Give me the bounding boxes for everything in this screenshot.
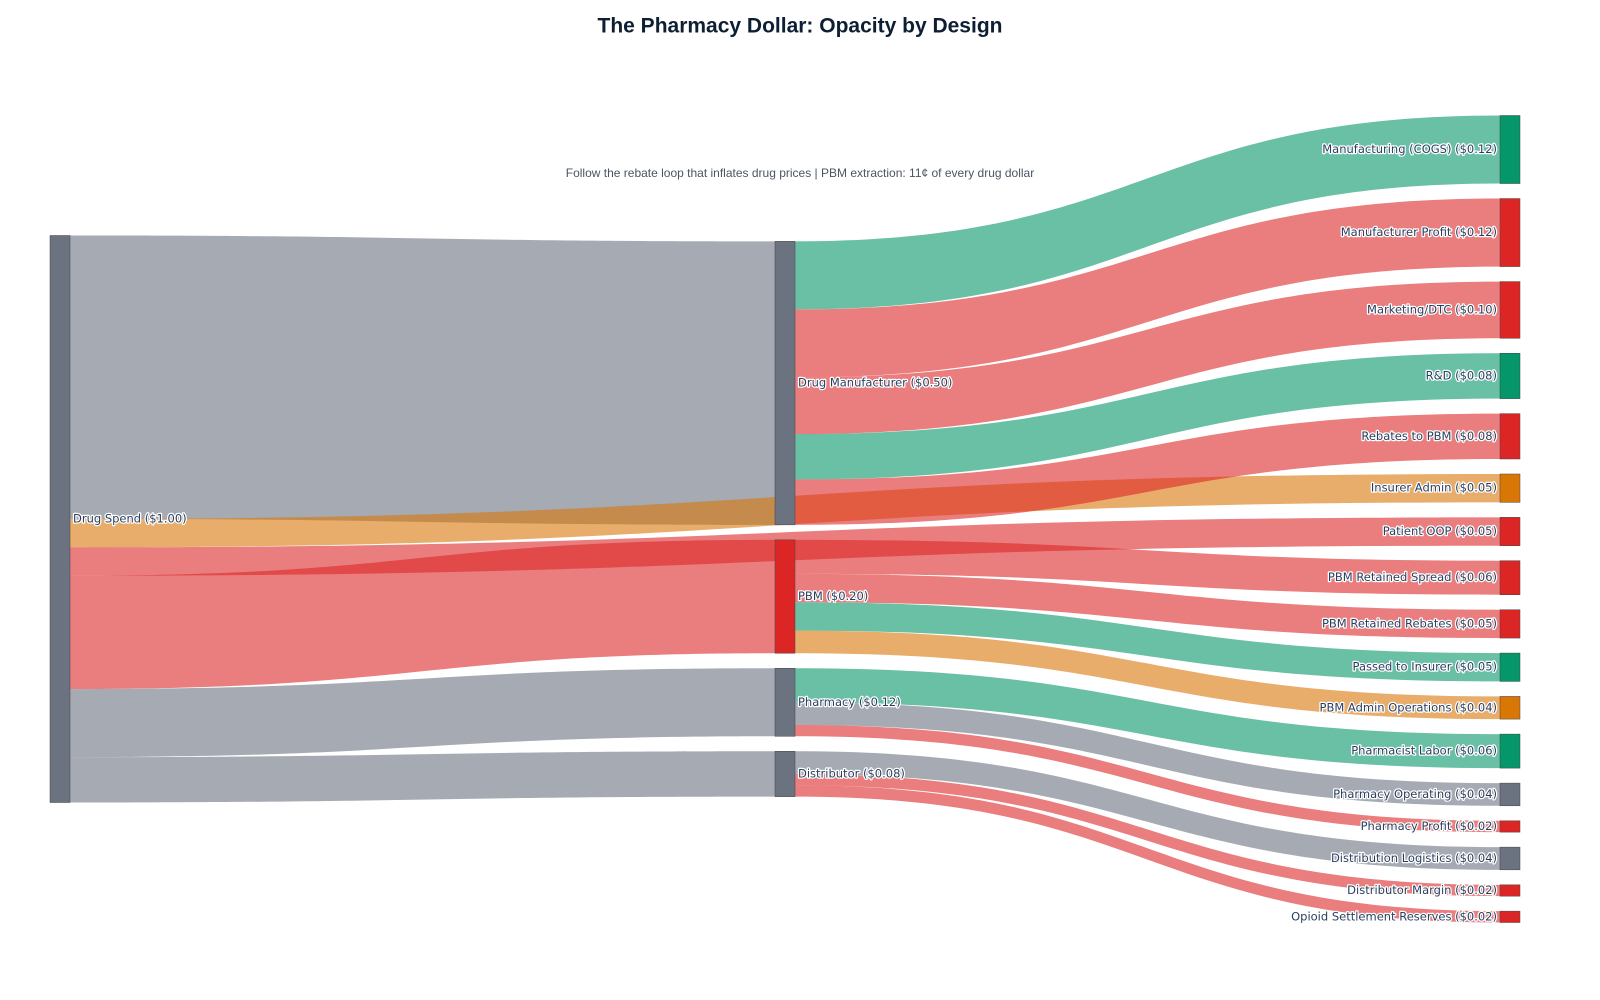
sankey-link bbox=[795, 702, 1500, 806]
sankey-node bbox=[1499, 413, 1521, 460]
sankey-link bbox=[795, 751, 1500, 870]
sankey-link bbox=[795, 573, 1500, 639]
sankey-node bbox=[1499, 910, 1521, 923]
node-label: Rebates to PBM ($0.08) bbox=[1361, 429, 1497, 443]
sankey-node bbox=[774, 668, 796, 737]
sankey-link bbox=[70, 751, 775, 803]
sankey-link bbox=[795, 115, 1500, 310]
sankey-link bbox=[70, 668, 775, 758]
sankey-node bbox=[1499, 115, 1521, 184]
sankey-node bbox=[774, 241, 796, 526]
sankey-node bbox=[1499, 846, 1521, 871]
node-label: PBM ($0.20) bbox=[798, 589, 868, 603]
node-label: PBM Admin Operations ($0.04) bbox=[1320, 700, 1497, 714]
sankey-link bbox=[795, 668, 1500, 769]
node-label: Distributor Margin ($0.02) bbox=[1347, 883, 1497, 897]
sankey-link bbox=[795, 198, 1500, 378]
labels: Drug Spend ($1.00) Drug Manufacturer ($0.… bbox=[72, 141, 1499, 925]
nodes bbox=[49, 115, 1521, 923]
node-label: PBM Retained Spread ($0.06) bbox=[1328, 570, 1497, 584]
sankey-link bbox=[795, 785, 1500, 923]
links bbox=[70, 115, 1500, 923]
sankey-node bbox=[1499, 652, 1521, 682]
sankey-link bbox=[795, 413, 1500, 525]
node-label: Manufacturer Profit ($0.12) bbox=[1341, 225, 1497, 239]
sankey-node bbox=[1499, 353, 1521, 399]
chart-subtitle: Follow the rebate loop that inflates dru… bbox=[566, 166, 1034, 180]
node-label: Drug Spend ($1.00) bbox=[73, 512, 187, 526]
sankey-link bbox=[795, 602, 1500, 682]
sankey-node bbox=[1499, 884, 1521, 897]
node-label: Marketing/DTC ($0.10) bbox=[1367, 302, 1497, 316]
sankey-link bbox=[795, 724, 1500, 833]
node-label: Distribution Logistics ($0.04) bbox=[1331, 851, 1497, 865]
node-label: Pharmacy ($0.12) bbox=[798, 695, 901, 709]
sankey-link bbox=[795, 281, 1500, 435]
node-label: R&D ($0.08) bbox=[1426, 368, 1497, 382]
sankey-link bbox=[70, 539, 775, 690]
node-label: PBM Retained Rebates ($0.05) bbox=[1322, 616, 1497, 630]
sankey-node bbox=[1499, 820, 1521, 833]
sankey-node bbox=[1499, 560, 1521, 595]
sankey-node bbox=[1499, 782, 1521, 807]
node-label: Manufacturing (COGS) ($0.12) bbox=[1322, 142, 1497, 156]
sankey-node bbox=[1499, 696, 1521, 720]
sankey-node bbox=[1499, 733, 1521, 769]
node-label: Drug Manufacturer ($0.50) bbox=[798, 376, 952, 390]
sankey-link bbox=[795, 539, 1500, 595]
sankey-node bbox=[1499, 198, 1521, 267]
sankey-node bbox=[1499, 609, 1521, 639]
sankey-link bbox=[795, 353, 1500, 480]
sankey-node bbox=[1499, 473, 1521, 503]
node-label: Insurer Admin ($0.05) bbox=[1371, 481, 1497, 495]
sankey-link bbox=[70, 235, 775, 525]
chart-title: The Pharmacy Dollar: Opacity by Design bbox=[598, 15, 1003, 38]
node-label: Pharmacy Operating ($0.04) bbox=[1333, 787, 1497, 801]
sankey-node bbox=[49, 235, 71, 803]
sankey-node bbox=[774, 751, 796, 797]
node-label: Patient OOP ($0.05) bbox=[1383, 524, 1497, 538]
node-label: Passed to Insurer ($0.05) bbox=[1353, 660, 1497, 674]
node-label: Pharmacy Profit ($0.02) bbox=[1361, 819, 1497, 833]
sankey-node bbox=[774, 539, 796, 654]
sankey-link bbox=[795, 773, 1500, 897]
node-label: Opioid Settlement Reserves ($0.02) bbox=[1291, 909, 1497, 923]
node-label: Distributor ($0.08) bbox=[798, 766, 905, 780]
sankey-node bbox=[1499, 517, 1521, 546]
sankey-link bbox=[795, 630, 1500, 720]
node-label: Pharmacist Labor ($0.06) bbox=[1351, 744, 1497, 758]
sankey-node bbox=[1499, 281, 1521, 339]
